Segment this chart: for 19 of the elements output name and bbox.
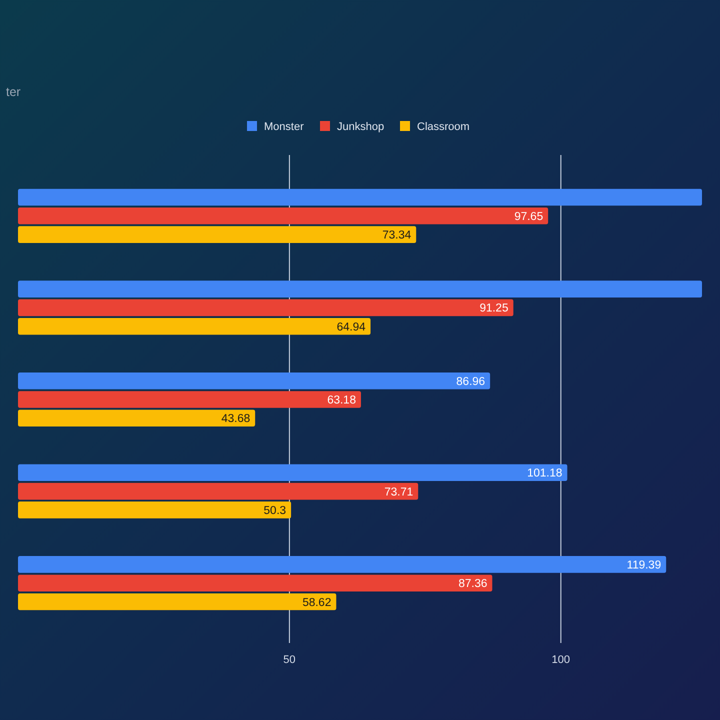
data-label: 43.68: [221, 413, 250, 426]
data-label: 73.34: [382, 230, 412, 242]
data-label: 97.65: [514, 210, 544, 223]
data-label: 63.18: [327, 394, 356, 407]
x-tick-label: 100: [552, 654, 570, 666]
data-label: 64.94: [336, 321, 366, 334]
legend-label: Junkshop: [337, 120, 384, 133]
data-label: 101.18: [527, 468, 562, 480]
x-tick-label: 50: [283, 654, 296, 666]
legend-label: Classroom: [417, 120, 470, 133]
data-label: 119.39: [626, 559, 662, 572]
data-label: 73.71: [384, 486, 414, 498]
data-label: 58.62: [302, 596, 332, 609]
data-label: 86.96: [456, 376, 486, 388]
chart-subtitle: ter: [6, 85, 21, 99]
data-label: 87.36: [458, 578, 488, 590]
data-label: 50.3: [264, 504, 286, 517]
legend-label: Monster: [264, 120, 304, 133]
data-label: 91.25: [480, 302, 508, 315]
